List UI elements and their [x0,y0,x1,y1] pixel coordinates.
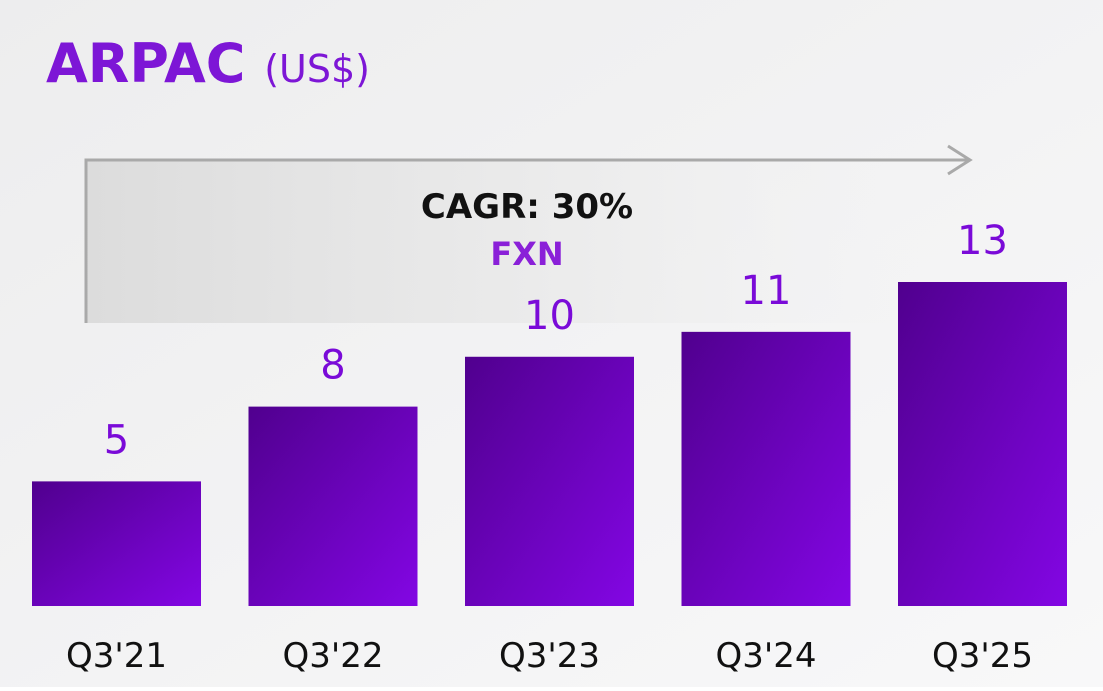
annotation: FXN [490,235,563,273]
arrow-head [947,144,973,176]
value-label: 10 [524,293,575,339]
bar [465,356,634,606]
bar [898,282,1067,606]
x-tick-label: Q3'25 [932,636,1033,676]
chart-title: ARPAC (US$) [46,32,370,95]
arrow-band [86,160,966,323]
x-tick-label: Q3'24 [715,636,816,676]
value-label: 11 [741,268,792,314]
x-tick-label: Q3'21 [66,636,167,676]
chart-subtitle: (US$) [264,47,370,91]
value-label: 13 [957,218,1008,264]
value-label: 5 [104,417,129,463]
bar [681,331,851,606]
bar [248,406,418,606]
bar [32,481,201,606]
annotation: CAGR: 30% [421,187,633,227]
x-tick-label: Q3'23 [499,636,600,676]
arrow-line [84,158,970,323]
x-tick-label: Q3'22 [282,636,383,676]
growth-arrow [84,144,973,323]
value-label: 8 [320,343,345,389]
